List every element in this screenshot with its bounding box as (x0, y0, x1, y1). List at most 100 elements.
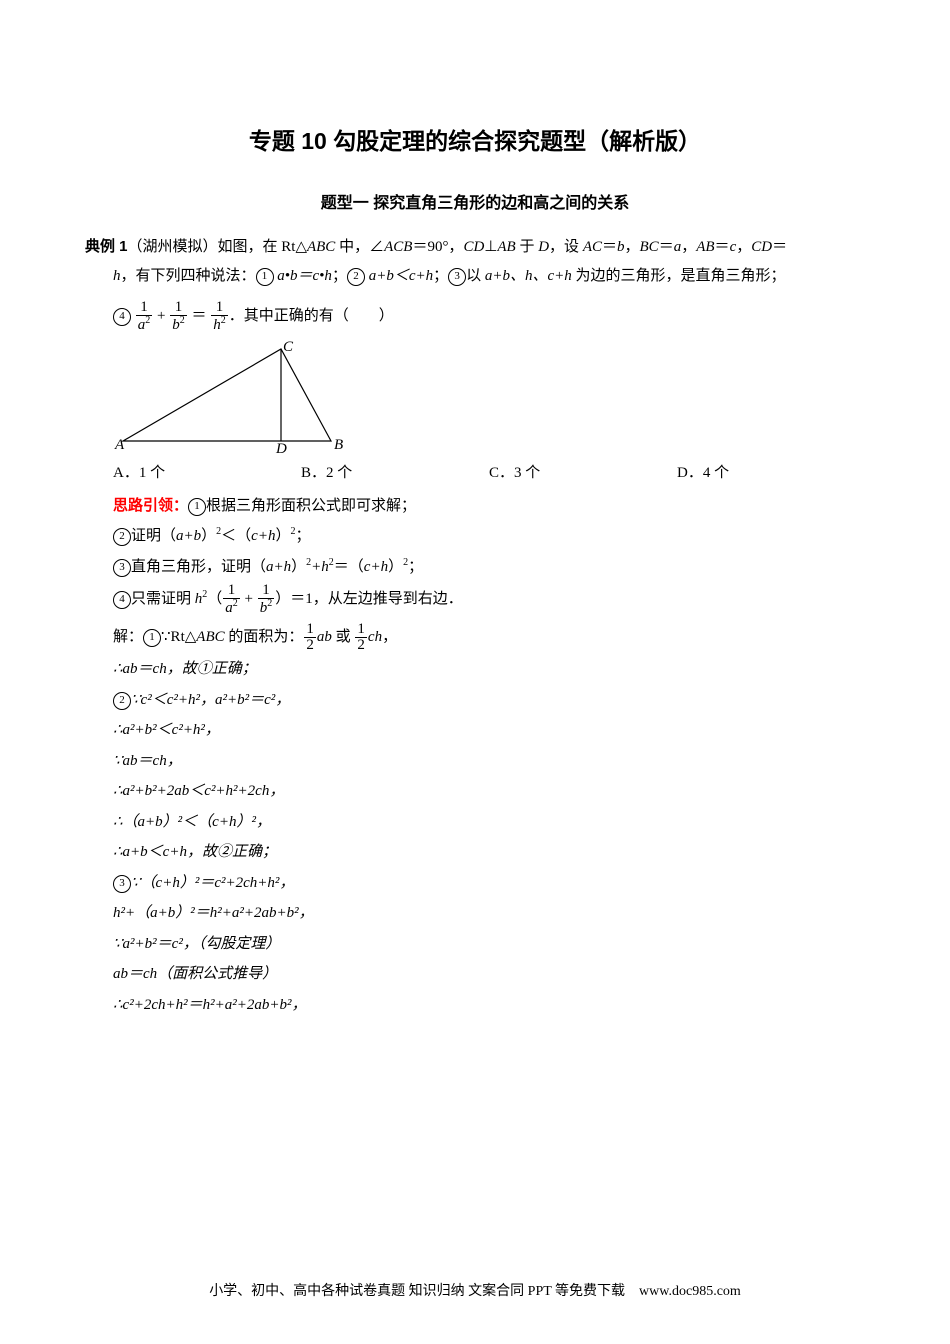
hint-4: 4只需证明 h2（1a2 + 1b2）＝1，从左边推导到右边． (85, 583, 865, 616)
frac: 1h2 (211, 300, 228, 333)
hint-3: 3直角三角形，证明（a+h）2+h2＝（c+h）2； (85, 553, 865, 582)
txt: ＝90°， (412, 239, 463, 255)
txt: ABC (196, 629, 224, 645)
txt: ∵c²＜c²+h²，a²+b²＝c²， (131, 692, 290, 708)
txt: ） (201, 528, 216, 544)
option-c: C．3 个 (489, 459, 677, 488)
txt: ，设 (549, 239, 583, 255)
txt: ＝ (772, 239, 787, 255)
txt: ） (291, 559, 306, 575)
sol-line: 3∵（c+h）²＝c²+2ch+h²， (85, 869, 865, 898)
sol-line: ab＝ch（面积公式推导） (85, 960, 865, 989)
option-b: B．2 个 (301, 459, 489, 488)
circ-3-icon: 3 (113, 559, 131, 577)
problem-statement: 典例 1（湖州模拟）如图，在 Rt△ABC 中，∠ACB＝90°，CD⊥AB 于… (85, 233, 865, 262)
txt: a+h (266, 559, 291, 575)
sol-line: ∴a²+b²＜c²+h²， (85, 716, 865, 745)
txt: 或 (332, 629, 355, 645)
option-a: A．1 个 (113, 459, 301, 488)
txt: c+h (364, 559, 388, 575)
txt: ＜（ (221, 528, 251, 544)
frac: 12 (355, 622, 367, 653)
txt: h (113, 268, 121, 284)
circ-4-icon: 4 (113, 591, 131, 609)
txt: ） (388, 559, 403, 575)
circ-4-icon: 4 (113, 308, 131, 326)
txt: ， (681, 239, 696, 255)
circ-2-icon: 2 (113, 528, 131, 546)
txt: ） (275, 528, 290, 544)
sol-line: 2∵c²＜c²+h²，a²+b²＝c²， (85, 686, 865, 715)
txt: ∵Rt△ (161, 629, 196, 645)
frac: 1a2 (136, 300, 153, 333)
page-footer: 小学、初中、高中各种试卷真题 知识归纳 文案合同 PPT 等免费下载 www.d… (0, 1279, 950, 1306)
txt: c+h (251, 528, 275, 544)
hint-2: 2证明（a+b）2＜（c+h）2； (85, 522, 865, 551)
frac: 1b2 (170, 300, 187, 333)
sol-line: ∵ab＝ch， (85, 747, 865, 776)
option-d: D．4 个 (677, 459, 865, 488)
sol-label: 解： (113, 629, 143, 645)
circ-3-icon: 3 (448, 268, 466, 286)
hint-1: 思路引领：1根据三角形面积公式即可求解； (85, 492, 865, 521)
txt: AB (696, 239, 714, 255)
sol-line: ∴a²+b²+2ab＜c²+h²+2ch， (85, 777, 865, 806)
txt: 证明（ (131, 528, 176, 544)
txt: ∵（c+h）²＝c²+2ch+h²， (131, 875, 294, 891)
txt: ＝ (659, 239, 674, 255)
txt: 为边的三角形，是直角三角形； (572, 268, 786, 284)
txt: 只需证明 (131, 591, 195, 607)
txt: AB (497, 239, 515, 255)
circ-2-icon: 2 (347, 268, 365, 286)
txt: b (617, 239, 625, 255)
vertex-b: B (334, 437, 343, 453)
problem-line2: h，有下列四种说法：1 a•b＝c•h；2 a+b＜c+h；3以 a+b、h、c… (85, 262, 865, 291)
txt: h (321, 559, 329, 575)
frac: 12 (304, 622, 316, 653)
doc-title: 专题 10 勾股定理的综合探究题型（解析版） (85, 120, 865, 164)
txt: + (311, 559, 321, 575)
txt: a+b＜c+h (369, 268, 433, 284)
txt: ABC (307, 239, 335, 255)
txt: ， (625, 239, 640, 255)
txt: ．其中正确的有（ ） (229, 308, 394, 324)
hint-label: 思路引领： (113, 497, 188, 514)
circ-1-icon: 1 (143, 629, 161, 647)
circ-3-icon: 3 (113, 875, 131, 893)
section-subtitle: 题型一 探究直角三角形的边和高之间的关系 (85, 189, 865, 219)
txt: 根据三角形面积公式即可求解； (206, 498, 416, 514)
txt: AC (583, 239, 602, 255)
triangle-diagram: A B C D (113, 341, 343, 453)
sol-line: ∴（a+b）²＜（c+h）²， (85, 808, 865, 837)
txt: D (538, 239, 549, 255)
txt: （湖州模拟）如图，在 Rt△ (128, 239, 307, 255)
sol-line: ∵a²+b²＝c²，（勾股定理） (85, 930, 865, 959)
txt: CD (463, 239, 484, 255)
txt: a+b、h、c+h (485, 268, 572, 284)
txt: a•b＝c•h (277, 268, 332, 284)
vertex-d: D (275, 441, 287, 453)
circ-2-icon: 2 (113, 692, 131, 710)
txt: ＝1，从左边推导到右边． (290, 591, 463, 607)
problem-line3: 4 1a2 + 1b2 ＝ 1h2．其中正确的有（ ） (85, 300, 865, 333)
txt: ACB (384, 239, 412, 255)
sol-line: ∴c²+2ch+h²＝h²+a²+2ab+b²， (85, 991, 865, 1020)
txt: 以 (466, 268, 485, 284)
txt: ⊥ (484, 239, 497, 255)
option-row: A．1 个 B．2 个 C．3 个 D．4 个 (85, 459, 865, 488)
txt: 的面积为： (225, 629, 304, 645)
txt: ＝（ (334, 559, 364, 575)
circ-1-icon: 1 (256, 268, 274, 286)
txt: ， (736, 239, 751, 255)
txt: 直角三角形，证明（ (131, 559, 266, 575)
sol-line: ∴a+b＜c+h，故②正确； (85, 838, 865, 867)
problem-label: 典例 1 (85, 238, 128, 255)
txt: a+b (176, 528, 201, 544)
frac: 1b2 (258, 583, 275, 616)
vertex-c: C (283, 341, 294, 355)
circ-1-icon: 1 (188, 498, 206, 516)
txt: BC (640, 239, 659, 255)
txt: ， (382, 629, 397, 645)
sol-line: ∴ab＝ch，故①正确； (85, 655, 865, 684)
txt: ＝ (602, 239, 617, 255)
